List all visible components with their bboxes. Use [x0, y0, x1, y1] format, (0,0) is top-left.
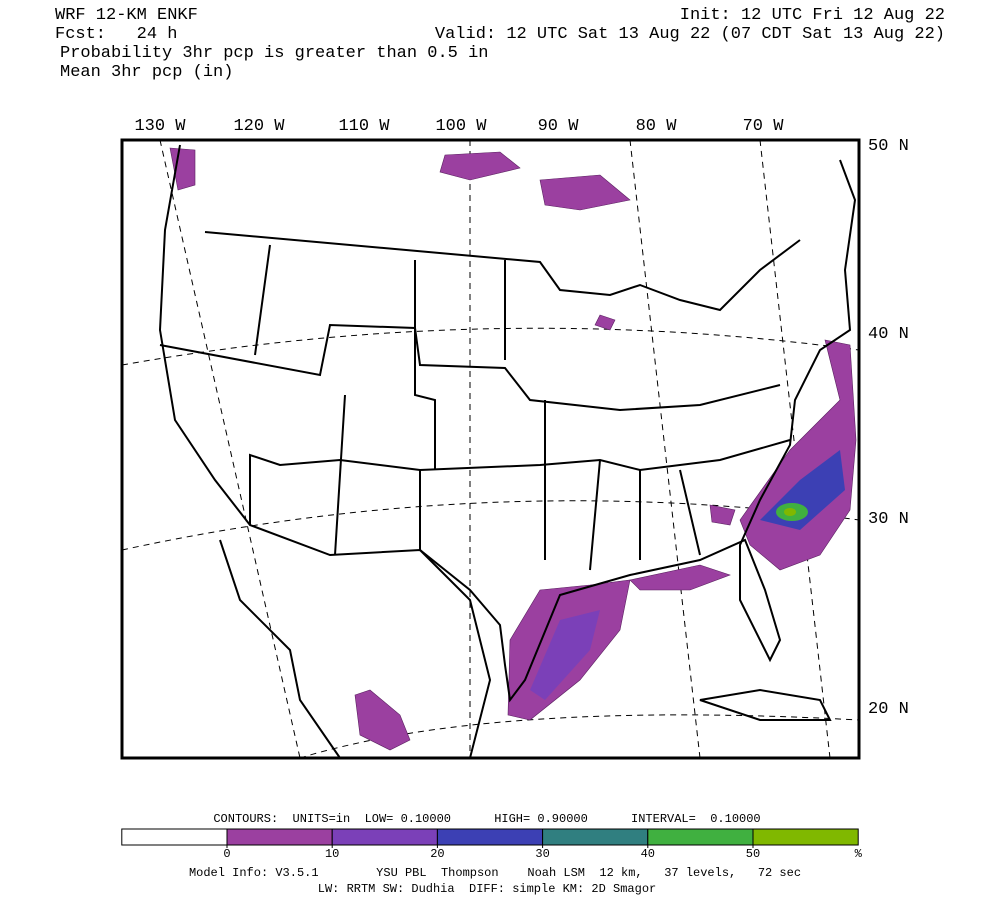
colorbar-segment: [542, 828, 649, 846]
colorbar: CONTOURS: UNITS=in LOW= 0.10000 HIGH= 0.…: [121, 812, 863, 861]
longitude-label: 80 W: [636, 117, 678, 136]
colorbar-segment: [647, 828, 754, 846]
latitude-label: 30 N: [868, 510, 909, 529]
contour-info: CONTOURS: UNITS=in LOW= 0.10000 HIGH= 0.…: [213, 812, 760, 826]
colorbar-segment: [121, 828, 228, 846]
header-line: Probability 3hr pcp is greater than 0.5 …: [60, 44, 488, 63]
latitude-label: 20 N: [868, 700, 909, 719]
map: [120, 138, 861, 760]
colorbar-tick-label: 0: [223, 847, 230, 861]
colorbar-segment: [752, 828, 859, 846]
map-frame: [120, 138, 861, 760]
header-line: Mean 3hr pcp (in): [60, 63, 233, 82]
model-info: Model Info: V3.5.1 YSU PBL Thompson Noah…: [189, 866, 801, 880]
footer: Model Info: V3.5.1 YSU PBL Thompson Noah…: [189, 866, 801, 896]
colorbar-unit: %: [855, 847, 863, 861]
valid-time: Valid: 12 UTC Sat 13 Aug 22 (07 CDT Sat …: [435, 25, 945, 44]
longitude-label: 120 W: [233, 117, 285, 136]
header: WRF 12-KM ENKF Fcst: 24 h Probability 3h…: [55, 6, 945, 82]
precip-areas: [169, 147, 857, 751]
latitude-label: 40 N: [868, 325, 909, 344]
colorbar-tick-label: 40: [641, 847, 655, 861]
longitude-labels: 130 W 120 W 110 W 100 W 90 W 80 W 70 W: [134, 117, 784, 136]
colorbar-segment: [331, 828, 438, 846]
latitude-label: 50 N: [868, 137, 909, 156]
colorbar-tick-label: 30: [535, 847, 549, 861]
header-line: Fcst: 24 h: [55, 25, 177, 44]
physics-info: LW: RRTM SW: Dudhia DIFF: simple KM: 2D …: [318, 882, 656, 896]
colorbar-tick-label: 50: [746, 847, 760, 861]
header-line: WRF 12-KM ENKF: [55, 6, 198, 25]
colorbar-segment: [226, 828, 333, 846]
colorbar-tick-label: 20: [430, 847, 444, 861]
init-time: Init: 12 UTC Fri 12 Aug 22: [680, 6, 945, 25]
longitude-label: 130 W: [134, 117, 186, 136]
longitude-label: 70 W: [743, 117, 785, 136]
boundaries: [158, 144, 857, 759]
colorbar-segment: [436, 828, 544, 846]
longitude-label: 100 W: [435, 117, 487, 136]
colorbar-tick-label: 10: [325, 847, 339, 861]
longitude-label: 90 W: [538, 117, 580, 136]
latitude-labels: 50 N 40 N 30 N 20 N: [868, 137, 909, 719]
longitude-label: 110 W: [338, 117, 390, 136]
